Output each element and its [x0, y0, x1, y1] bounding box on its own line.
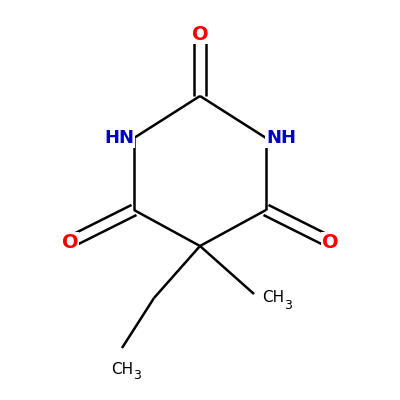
- Text: 3: 3: [133, 369, 141, 382]
- Text: CH: CH: [262, 290, 284, 306]
- Text: O: O: [192, 24, 208, 44]
- Text: 3: 3: [284, 299, 292, 312]
- Text: O: O: [322, 232, 338, 252]
- Text: CH: CH: [111, 362, 133, 377]
- Text: O: O: [62, 232, 78, 252]
- Text: HN: HN: [104, 129, 134, 147]
- Text: NH: NH: [266, 129, 296, 147]
